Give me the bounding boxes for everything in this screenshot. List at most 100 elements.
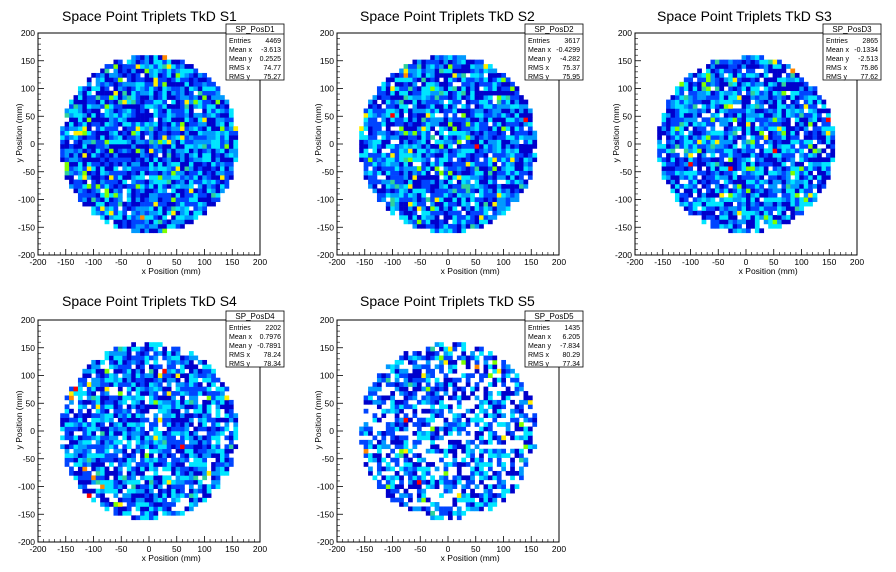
histogram-bin	[425, 166, 431, 171]
histogram-bin	[710, 112, 716, 118]
histogram-bin	[448, 192, 453, 198]
histogram-bin	[157, 479, 163, 485]
histogram-bin	[215, 457, 221, 463]
histogram-bin	[701, 192, 707, 198]
histogram-bin	[408, 135, 413, 140]
histogram-bin	[412, 117, 418, 123]
histogram-bin	[710, 157, 716, 163]
histogram-bin	[701, 77, 707, 83]
histogram-bin	[197, 126, 203, 131]
histogram-bin	[501, 175, 507, 180]
histogram-bin	[719, 68, 725, 74]
histogram-bin	[211, 368, 216, 374]
histogram-bin	[390, 86, 396, 92]
histogram-bin	[149, 493, 154, 498]
histogram-bin	[109, 99, 114, 105]
histogram-bin	[505, 197, 511, 203]
histogram-bin	[479, 68, 484, 74]
histogram-bin	[701, 148, 707, 154]
histogram-bin	[149, 364, 154, 370]
histogram-bin	[171, 99, 176, 105]
histogram-bin	[193, 121, 199, 127]
histogram-bin	[754, 55, 760, 60]
histogram-bin	[759, 121, 765, 127]
histogram-bin	[737, 86, 742, 92]
histogram-bin	[465, 77, 471, 83]
histogram-bin	[211, 435, 216, 441]
histogram-bin	[706, 104, 711, 109]
histogram-bin	[69, 422, 74, 427]
histogram-bin	[100, 470, 105, 476]
histogram-bin	[799, 121, 805, 127]
histogram-bin	[206, 439, 212, 445]
histogram-bin	[408, 188, 413, 194]
histogram-bin	[723, 139, 729, 145]
histogram-bin	[77, 157, 83, 163]
x-tick-label: -50	[712, 257, 725, 267]
histogram-bin	[777, 108, 782, 114]
histogram-bin	[113, 59, 119, 65]
histogram-bin	[188, 368, 194, 374]
histogram-bin	[683, 99, 689, 105]
stats-box-frame	[225, 23, 285, 81]
histogram-bin	[710, 126, 716, 131]
histogram-bin	[461, 144, 467, 149]
histogram-bin	[82, 470, 88, 476]
histogram-bin	[403, 77, 409, 83]
histogram-bin	[825, 139, 831, 145]
histogram-bin	[368, 139, 373, 145]
histogram-bin	[452, 197, 458, 203]
histogram-bin	[157, 175, 163, 180]
histogram-bin	[86, 152, 92, 158]
histogram-bin	[144, 515, 150, 521]
histogram-bin	[523, 104, 529, 109]
histogram-bin	[175, 377, 181, 383]
histogram-bin	[434, 68, 440, 74]
histogram-bin	[510, 148, 515, 154]
histogram-bin	[448, 215, 453, 220]
histogram-bin	[73, 144, 79, 149]
histogram-bin	[381, 99, 387, 105]
histogram-bin	[86, 435, 92, 441]
histogram-bin	[153, 86, 159, 92]
histogram-bin	[688, 95, 694, 100]
histogram-bin	[86, 444, 92, 450]
histogram-bin	[496, 139, 502, 145]
histogram-bin	[496, 104, 502, 109]
histogram-bin	[479, 197, 484, 203]
histogram-bin	[153, 108, 159, 114]
histogram-bin	[126, 135, 132, 140]
histogram-bin	[122, 183, 128, 189]
histogram-bin	[180, 166, 185, 171]
histogram-bin	[193, 161, 199, 167]
histogram-bin	[514, 117, 520, 123]
histogram-bin	[180, 413, 185, 418]
histogram-bin	[224, 170, 230, 176]
histogram-bin	[131, 166, 136, 171]
histogram-bin	[381, 179, 387, 185]
histogram-bin	[421, 117, 427, 123]
histogram-bin	[153, 170, 159, 176]
histogram-bin	[785, 175, 791, 180]
histogram-bin	[171, 135, 176, 140]
histogram-bin	[817, 108, 822, 114]
histogram-bin	[162, 404, 168, 410]
histogram-bin	[69, 391, 74, 396]
stats-row-value: 75.27	[263, 74, 281, 81]
histogram-bin	[408, 112, 413, 118]
histogram-bin	[122, 130, 128, 136]
histogram-bin	[750, 188, 756, 194]
histogram-bin	[692, 206, 698, 211]
histogram-bin	[149, 139, 154, 145]
histogram-bin	[421, 157, 427, 163]
histogram-bin	[456, 130, 462, 136]
histogram-bin	[184, 183, 190, 189]
histogram-bin	[104, 395, 110, 401]
histogram-bin	[122, 144, 128, 149]
y-tick-label: 0	[30, 139, 35, 149]
histogram-panel-1: -200 -150 -100 -50 0 50 100 150 200-200-150-100-…	[14, 8, 285, 276]
histogram-bin	[77, 104, 83, 109]
histogram-bin	[728, 108, 733, 114]
histogram-bin	[91, 117, 97, 123]
histogram-bin	[153, 219, 159, 225]
